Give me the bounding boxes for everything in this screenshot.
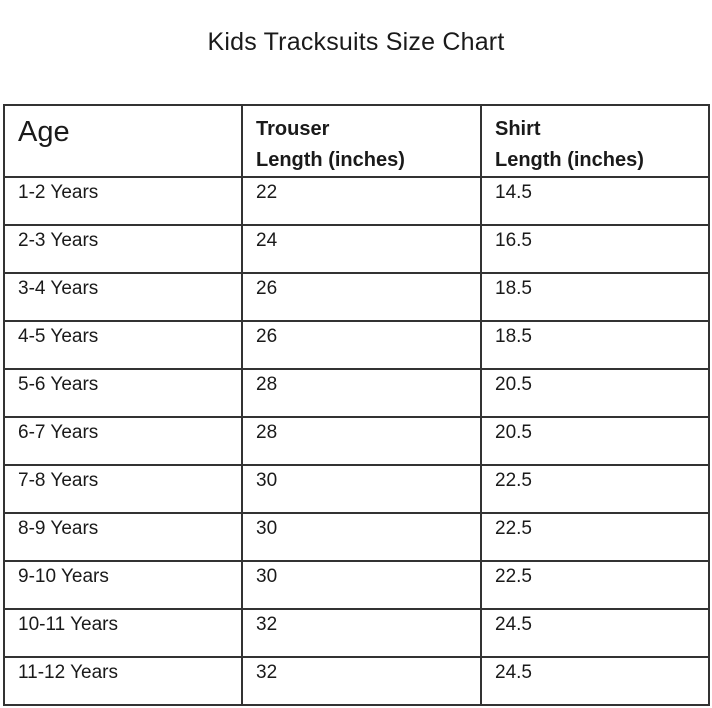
cell-shirt: 22.5 (480, 464, 710, 514)
cell-trouser: 30 (241, 560, 482, 610)
size-chart-table: Age Trouser Length (inches) Shirt Length (… (3, 104, 710, 706)
cell-shirt: 18.5 (480, 320, 710, 370)
header-shirt-line1: Shirt (495, 118, 541, 140)
cell-age: 2-3 Years (3, 224, 243, 274)
cell-shirt: 22.5 (480, 512, 710, 562)
table-row: 1-2 Years 22 14.5 (3, 176, 710, 226)
cell-shirt: 16.5 (480, 224, 710, 274)
header-trouser-length: Trouser Length (inches) (241, 104, 482, 178)
page-title: Kids Tracksuits Size Chart (207, 28, 505, 56)
header-trouser-line1: Trouser (256, 118, 330, 140)
cell-trouser: 30 (241, 512, 482, 562)
table-row: 6-7 Years 28 20.5 (3, 416, 710, 466)
header-trouser-line2: Length (inches) (256, 149, 405, 171)
table-row: 7-8 Years 30 22.5 (3, 464, 710, 514)
cell-age: 9-10 Years (3, 560, 243, 610)
cell-age: 10-11 Years (3, 608, 243, 658)
cell-trouser: 28 (241, 416, 482, 466)
cell-age: 5-6 Years (3, 368, 243, 418)
cell-age: 3-4 Years (3, 272, 243, 322)
table-row: 3-4 Years 26 18.5 (3, 272, 710, 322)
cell-age: 11-12 Years (3, 656, 243, 706)
table-row: 8-9 Years 30 22.5 (3, 512, 710, 562)
cell-trouser: 32 (241, 608, 482, 658)
cell-shirt: 18.5 (480, 272, 710, 322)
header-shirt-line2: Length (inches) (495, 149, 644, 171)
cell-trouser: 30 (241, 464, 482, 514)
cell-trouser: 32 (241, 656, 482, 706)
header-shirt-length: Shirt Length (inches) (480, 104, 710, 178)
cell-shirt: 20.5 (480, 416, 710, 466)
cell-shirt: 24.5 (480, 656, 710, 706)
cell-trouser: 26 (241, 320, 482, 370)
cell-trouser: 28 (241, 368, 482, 418)
table-row: 11-12 Years 32 24.5 (3, 656, 710, 706)
table-row: 10-11 Years 32 24.5 (3, 608, 710, 658)
cell-age: 1-2 Years (3, 176, 243, 226)
table-row: 4-5 Years 26 18.5 (3, 320, 710, 370)
table-row: 2-3 Years 24 16.5 (3, 224, 710, 274)
cell-trouser: 22 (241, 176, 482, 226)
cell-trouser: 24 (241, 224, 482, 274)
cell-shirt: 14.5 (480, 176, 710, 226)
table-row: 5-6 Years 28 20.5 (3, 368, 710, 418)
cell-age: 8-9 Years (3, 512, 243, 562)
cell-shirt: 22.5 (480, 560, 710, 610)
cell-age: 7-8 Years (3, 464, 243, 514)
table-header-row: Age Trouser Length (inches) Shirt Length (… (3, 104, 710, 178)
header-age: Age (3, 104, 243, 178)
cell-shirt: 24.5 (480, 608, 710, 658)
cell-shirt: 20.5 (480, 368, 710, 418)
cell-trouser: 26 (241, 272, 482, 322)
table-row: 9-10 Years 30 22.5 (3, 560, 710, 610)
cell-age: 4-5 Years (3, 320, 243, 370)
cell-age: 6-7 Years (3, 416, 243, 466)
